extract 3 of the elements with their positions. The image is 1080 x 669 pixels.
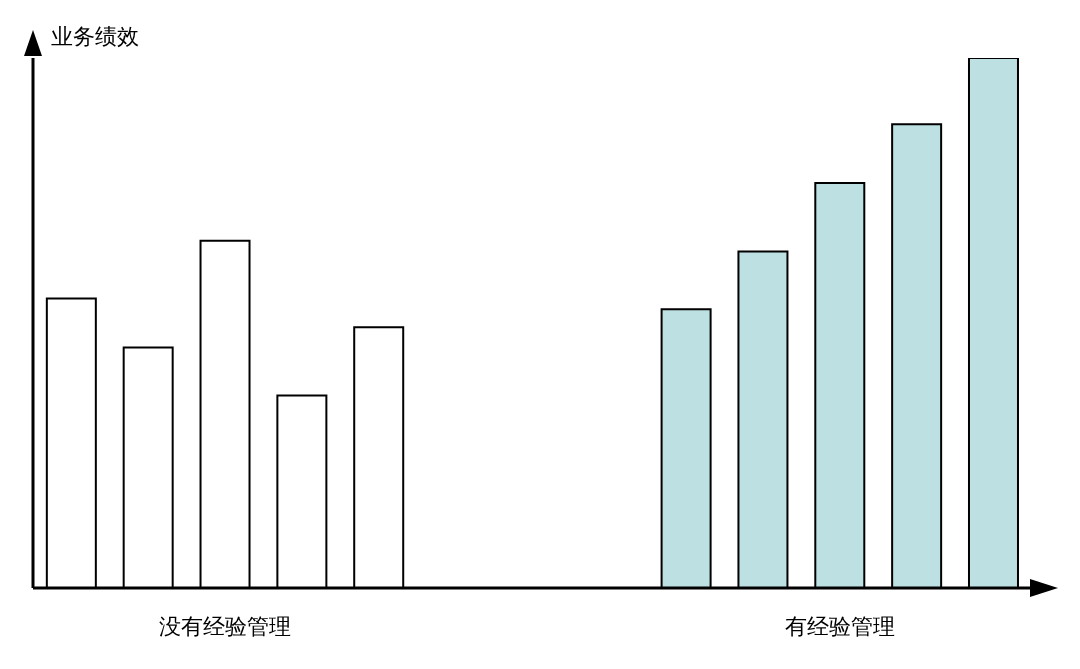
x-tick-label: 有经验管理 xyxy=(784,613,895,639)
y-axis-title: 业务绩效 xyxy=(51,23,139,51)
x-tick-label: 没有经验管理 xyxy=(159,613,292,639)
